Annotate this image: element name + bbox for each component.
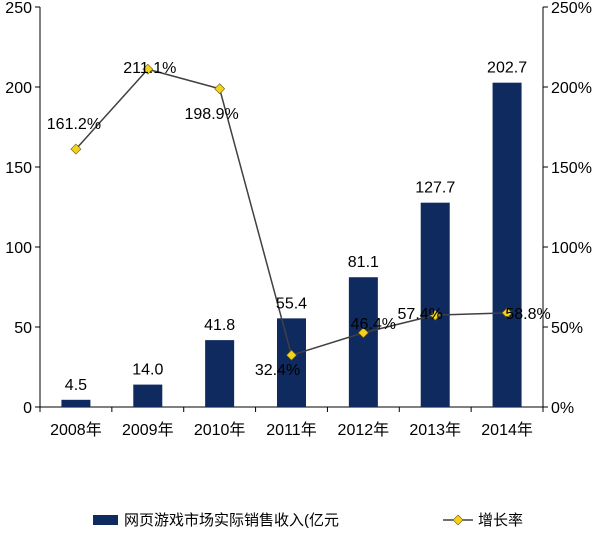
bar (133, 384, 163, 407)
left-tick-label: 250 (5, 0, 32, 17)
bar-value-label: 55.4 (276, 295, 307, 312)
bar (61, 399, 91, 407)
growth-rate-label: 46.4% (351, 316, 396, 333)
growth-rate-label: 57.4% (398, 306, 443, 323)
right-tick-label: 100% (551, 240, 592, 257)
legend-line-marker (452, 514, 464, 526)
axes: 0 50 100 150 200 250 0% 50% 100% 150% 200% 250% 2008… (5, 0, 592, 439)
right-tick-label: 200% (551, 80, 592, 97)
growth-rate-label: 198.9% (185, 106, 239, 123)
legend-bar-swatch (93, 515, 118, 525)
right-tick-label: 0% (551, 400, 574, 417)
x-tick-label: 2010年 (194, 421, 246, 439)
growth-rate-marker (429, 309, 441, 321)
legend-line-label: 增长率 (478, 512, 523, 529)
growth-rate-marker (501, 307, 513, 319)
right-tick-label: 50% (551, 320, 583, 337)
data-labels: 4.5 14.0 41.8 55.4 81.1 127.7 202.7 161.2% 211.1… (47, 60, 551, 394)
growth-rate-marker (286, 349, 297, 361)
right-tick-label: 150% (551, 160, 592, 177)
left-tick-label: 150 (5, 160, 32, 177)
x-tick-label: 2013年 (409, 421, 461, 439)
growth-rate-marker (142, 63, 154, 75)
x-tick-label: 2008年 (50, 421, 102, 439)
left-tick-label: 200 (5, 80, 32, 97)
right-tick-label: 250% (551, 0, 592, 17)
bar-value-label: 127.7 (415, 180, 455, 197)
bar (205, 340, 235, 407)
left-tick-label: 0 (23, 400, 32, 417)
growth-rate-label: 211.1% (123, 60, 176, 77)
left-tick-label: 100 (5, 240, 32, 257)
growth-rate-marker (357, 327, 369, 339)
bar-value-label: 41.8 (204, 317, 235, 334)
legend: 网页游戏市场实际销售收入(亿元 增长率 (93, 512, 523, 529)
x-tick-label: 2009年 (122, 421, 174, 439)
growth-rate-marker (70, 143, 82, 155)
bar (277, 318, 306, 407)
bar-value-label: 202.7 (487, 60, 527, 77)
x-tick-label: 2012年 (338, 421, 390, 439)
legend-bar-label: 网页游戏市场实际销售收入(亿元 (124, 512, 339, 529)
bars (61, 82, 522, 408)
growth-rate-label: 32.4% (255, 362, 300, 379)
growth-rate-label: 161.2% (47, 116, 101, 133)
bar-value-label: 14.0 (132, 362, 163, 379)
growth-rate-marker (214, 83, 226, 95)
bar (492, 82, 522, 408)
growth-line (70, 63, 513, 361)
bar (420, 202, 450, 407)
x-tick-label: 2014年 (481, 421, 533, 439)
growth-rate-label: 58.8% (505, 306, 550, 323)
left-tick-label: 50 (14, 320, 32, 337)
bar (348, 277, 378, 407)
bar-value-label: 81.1 (348, 254, 379, 271)
bar-value-label: 4.5 (65, 377, 87, 394)
x-tick-label: 2011年 (266, 421, 316, 439)
